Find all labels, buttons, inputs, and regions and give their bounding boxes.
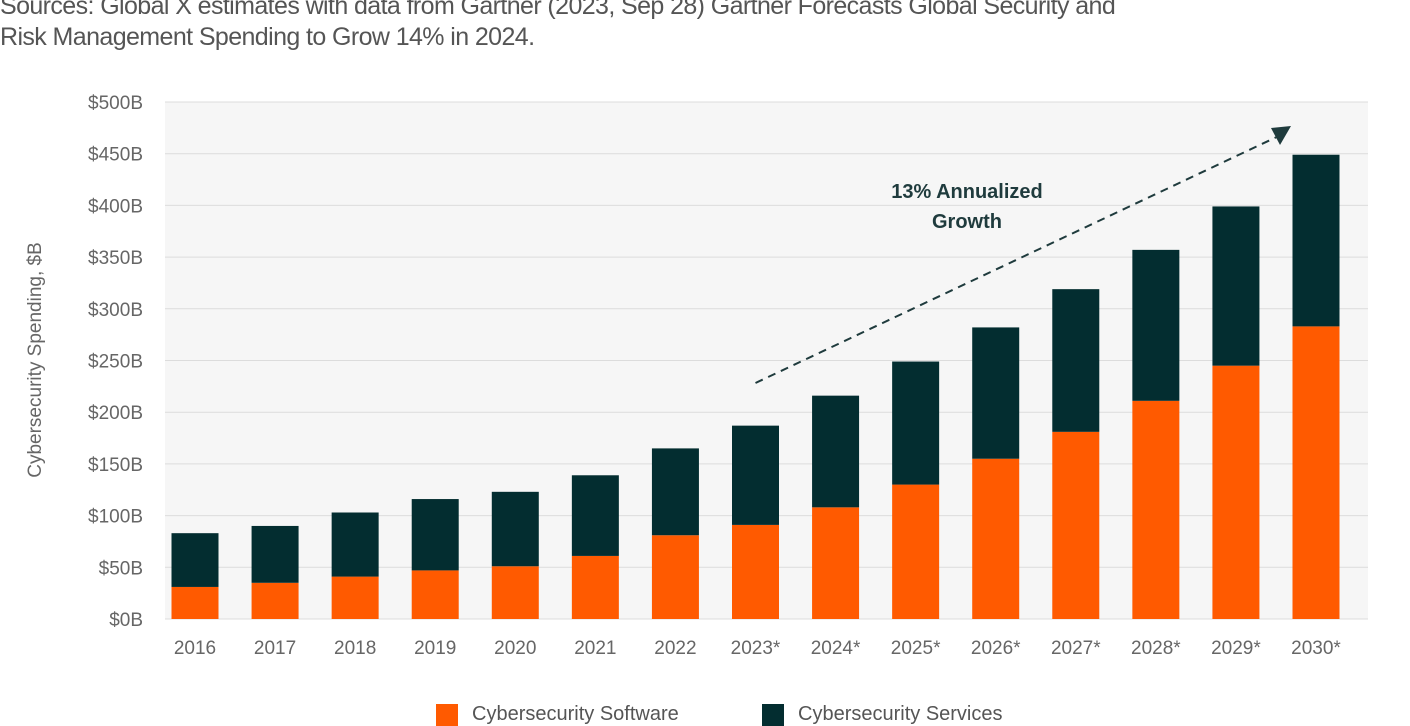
bar-services <box>1132 249 1180 401</box>
x-tick-label: 2022 <box>654 638 696 659</box>
x-tick-label: 2024* <box>811 638 861 659</box>
y-tick-label: $50B <box>99 558 143 579</box>
bar-services <box>651 448 699 536</box>
x-tick-label: 2020 <box>494 638 536 659</box>
y-tick-label: $400B <box>88 196 143 217</box>
bar-software <box>411 570 459 619</box>
x-tick-label: 2018 <box>334 638 376 659</box>
annotation-line-2: Growth <box>932 211 1002 233</box>
x-tick-label: 2025* <box>891 638 941 659</box>
bar-services <box>812 395 860 508</box>
x-tick-label: 2016 <box>174 638 216 659</box>
growth-arrow-head <box>1271 126 1291 145</box>
y-tick-label: $450B <box>88 145 143 166</box>
bar-software <box>1212 365 1260 619</box>
y-axis-label: Cybersecurity Spending, $B <box>25 242 46 478</box>
bar-services <box>1292 154 1340 327</box>
y-tick-label: $350B <box>88 248 143 269</box>
bar-software <box>171 586 219 619</box>
annotation-line-1: 13% Annualized <box>891 181 1043 203</box>
bar-software <box>571 555 619 619</box>
bar-services <box>571 475 619 556</box>
bar-software <box>1132 400 1180 619</box>
bar-services <box>251 525 299 583</box>
source-line-2: Risk Management Spending to Grow 14% in … <box>0 23 535 51</box>
bar-services <box>972 327 1020 459</box>
x-tick-label: 2030* <box>1291 638 1341 659</box>
y-tick-label: $0B <box>109 610 143 631</box>
bar-software <box>1292 326 1340 619</box>
x-tick-label: 2027* <box>1051 638 1101 659</box>
legend-swatch-software <box>436 703 458 726</box>
bar-services <box>411 499 459 571</box>
bar-software <box>972 458 1020 619</box>
bar-software <box>732 524 779 619</box>
x-tick-label: 2026* <box>971 638 1021 659</box>
bar-software <box>812 507 860 619</box>
bar-services <box>732 425 779 525</box>
legend-item-services: Cybersecurity Services <box>762 703 1003 726</box>
x-tick-label: 2021 <box>574 638 616 659</box>
legend-label-software: Cybersecurity Software <box>472 703 679 725</box>
y-tick-label: $200B <box>88 403 143 424</box>
bar-services <box>171 533 219 587</box>
legend-swatch-services <box>762 703 784 726</box>
bar-software <box>892 484 940 619</box>
x-tick-label: 2019 <box>414 638 456 659</box>
bar-services <box>1052 289 1100 432</box>
x-tick-label: 2017 <box>254 638 296 659</box>
x-tick-label: 2023* <box>731 638 781 659</box>
bar-services <box>491 491 539 567</box>
y-tick-label: $300B <box>88 300 143 321</box>
bar-software <box>331 576 379 619</box>
y-tick-label: $250B <box>88 352 143 373</box>
bar-software <box>491 566 539 619</box>
bar-services <box>892 361 940 485</box>
y-tick-label: $100B <box>88 507 143 528</box>
bar-services <box>1212 206 1260 366</box>
legend-item-software: Cybersecurity Software <box>436 703 679 726</box>
bar-software <box>251 582 299 619</box>
bar-software <box>651 535 699 619</box>
source-note: Sources: Global X estimates with data fr… <box>0 0 1116 53</box>
y-tick-label: $150B <box>88 455 143 476</box>
bar-software <box>1052 431 1100 619</box>
x-tick-label: 2029* <box>1211 638 1261 659</box>
bar-services <box>331 512 379 577</box>
x-tick-label: 2028* <box>1131 638 1181 659</box>
y-tick-label: $500B <box>88 93 143 114</box>
legend-label-services: Cybersecurity Services <box>798 703 1003 725</box>
source-line-1: Sources: Global X estimates with data fr… <box>0 0 1116 20</box>
